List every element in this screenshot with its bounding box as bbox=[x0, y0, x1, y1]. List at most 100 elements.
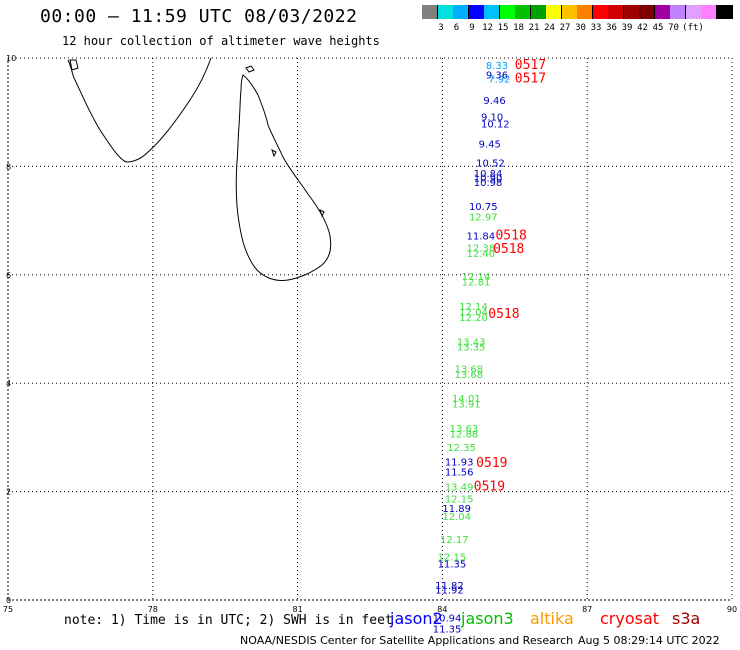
satellite-legend-jason3: jason3 bbox=[461, 609, 514, 628]
y-tick-label: 2 bbox=[6, 488, 11, 497]
wave-height-observation: 11.93 bbox=[445, 458, 474, 469]
wave-height-observation: 13.63 bbox=[450, 424, 479, 435]
satellite-legend-s3a: s3a bbox=[672, 609, 701, 628]
x-tick-label: 81 bbox=[293, 605, 303, 614]
credit-line: NOAA/NESDIS Center for Satellite Applica… bbox=[240, 634, 574, 647]
india-coastline bbox=[67, 57, 212, 163]
wave-height-observation: 12.15 bbox=[445, 494, 474, 505]
color-scale-label: 6 bbox=[453, 23, 460, 33]
color-scale-label: 12 bbox=[482, 23, 493, 33]
wave-height-observation: 11.56 bbox=[445, 467, 474, 478]
y-tick-label: 0 bbox=[6, 596, 11, 605]
wave-height-observation: 10.52 bbox=[476, 158, 505, 169]
wave-height-observation: 9.36 bbox=[486, 71, 508, 82]
wave-height-observation: 10.94 bbox=[433, 614, 462, 625]
y-tick-label: 10 bbox=[6, 54, 16, 63]
wave-height-observation: 11.82 bbox=[435, 581, 464, 592]
wave-height-observation: 10.84 bbox=[474, 169, 503, 180]
pass-time-label: 0517 bbox=[515, 58, 546, 73]
wave-height-observation: 8.33 bbox=[486, 61, 508, 72]
wave-height-observation: 14.01 bbox=[452, 394, 481, 405]
wave-height-observation: 12.15 bbox=[438, 552, 467, 563]
mannar-islet bbox=[69, 59, 79, 71]
wave-height-observation: 9.46 bbox=[483, 96, 505, 107]
color-scale-label: 70 bbox=[668, 23, 679, 33]
map-grid bbox=[7, 57, 733, 601]
wave-height-observation: 12.20 bbox=[459, 313, 488, 324]
wave-height-observation: 12.40 bbox=[467, 249, 496, 260]
small-islet bbox=[271, 149, 277, 158]
wave-height-observation: 13.49 bbox=[445, 483, 474, 494]
wave-height-observation: 13.68 bbox=[454, 364, 483, 375]
satellite-legend-cryosat: cryosat bbox=[600, 609, 660, 628]
generated-timestamp: Aug 5 08:29:14 UTC 2022 bbox=[578, 634, 720, 647]
color-scale-label: 30 bbox=[575, 23, 586, 33]
pass-time-label: 0518 bbox=[493, 242, 524, 257]
color-scale-label: 21 bbox=[528, 23, 540, 33]
satellite-legend-jason2: jason2 bbox=[390, 609, 443, 628]
wave-height-observation: 11.92 bbox=[435, 585, 464, 596]
wave-height-observation: 11.35 bbox=[433, 625, 462, 636]
color-scale-label: 3 bbox=[438, 23, 444, 33]
pass-time-label: 0518 bbox=[495, 229, 526, 244]
pass-time-label: 0517 bbox=[515, 71, 546, 86]
map-frame bbox=[7, 57, 733, 601]
palk-islet bbox=[245, 65, 255, 73]
color-scale-label: 42 bbox=[637, 23, 648, 33]
wave-height-observation: 11.35 bbox=[438, 559, 467, 570]
observations: 8.339.367.929.469.1010.129.4510.5210.841… bbox=[433, 61, 511, 636]
color-scale-label: 36 bbox=[606, 23, 617, 33]
wave-height-observation: 12.88 bbox=[450, 429, 479, 440]
wave-height-observation: 13.43 bbox=[457, 337, 486, 348]
wave-height-observation: 13.91 bbox=[452, 400, 481, 411]
x-tick-label: 84 bbox=[437, 605, 447, 614]
wave-height-observation: 11.89 bbox=[442, 504, 471, 515]
sri-lanka-coastline bbox=[235, 74, 332, 281]
wave-height-observation: 13.68 bbox=[454, 370, 483, 381]
wave-height-observation: 12.14 bbox=[462, 272, 491, 283]
satellite-legend-altika: altika bbox=[530, 609, 574, 628]
color-swatch bbox=[716, 5, 733, 19]
wave-height-observation: 9.45 bbox=[479, 139, 501, 150]
color-scale-label: 45 bbox=[652, 23, 664, 33]
axis-ticks: 75 78 81 84 87 90 0 2 4 6 8 10 bbox=[3, 54, 737, 614]
wave-height-observation: 12.17 bbox=[440, 535, 469, 546]
color-scale-unit: (ft) bbox=[682, 23, 704, 33]
x-tick-label: 90 bbox=[727, 605, 737, 614]
wave-height-observation: 10.90 bbox=[474, 174, 503, 185]
color-scale-label: 39 bbox=[621, 23, 633, 33]
pass-time-label: 0518 bbox=[488, 307, 519, 322]
wave-height-observation: 7.92 bbox=[488, 74, 510, 85]
wave-height-observation: 9.10 bbox=[481, 112, 503, 123]
wave-height-observation: 12.04 bbox=[459, 307, 488, 318]
wave-height-observation: 10.12 bbox=[481, 119, 510, 130]
color-scale-label: 24 bbox=[544, 23, 555, 33]
color-scale-label: 27 bbox=[559, 23, 571, 33]
wave-height-observation: 12.81 bbox=[462, 278, 491, 289]
coastline bbox=[67, 57, 332, 281]
color-scale-label: 9 bbox=[469, 23, 475, 33]
page-subtitle: 12 hour collection of altimeter wave hei… bbox=[62, 34, 380, 48]
pass-time-label: 0519 bbox=[474, 480, 505, 495]
color-scale-label: 33 bbox=[590, 23, 602, 33]
y-tick-label: 6 bbox=[6, 271, 11, 280]
wave-height-observation: 10.75 bbox=[469, 202, 498, 213]
color-scale-label: 18 bbox=[513, 23, 524, 33]
wave-height-observation: 10.98 bbox=[474, 178, 503, 189]
color-scale-label: 15 bbox=[497, 23, 509, 33]
pass-time-label: 0519 bbox=[476, 456, 507, 471]
x-tick-label: 75 bbox=[3, 605, 13, 614]
x-tick-label: 87 bbox=[582, 605, 592, 614]
wave-height-observation: 12.38 bbox=[467, 243, 496, 254]
wave-height-observation: 11.84 bbox=[467, 232, 496, 243]
x-tick-label: 78 bbox=[148, 605, 158, 614]
footer-note: note: 1) Time is in UTC; 2) SWH is in fe… bbox=[64, 613, 393, 628]
wave-height-observation: 12.14 bbox=[459, 302, 488, 313]
y-tick-label: 4 bbox=[6, 379, 11, 388]
wave-height-observation: 12.04 bbox=[442, 512, 471, 523]
wave-height-observation: 13.35 bbox=[457, 343, 486, 354]
wave-height-observation: 12.35 bbox=[447, 443, 476, 454]
